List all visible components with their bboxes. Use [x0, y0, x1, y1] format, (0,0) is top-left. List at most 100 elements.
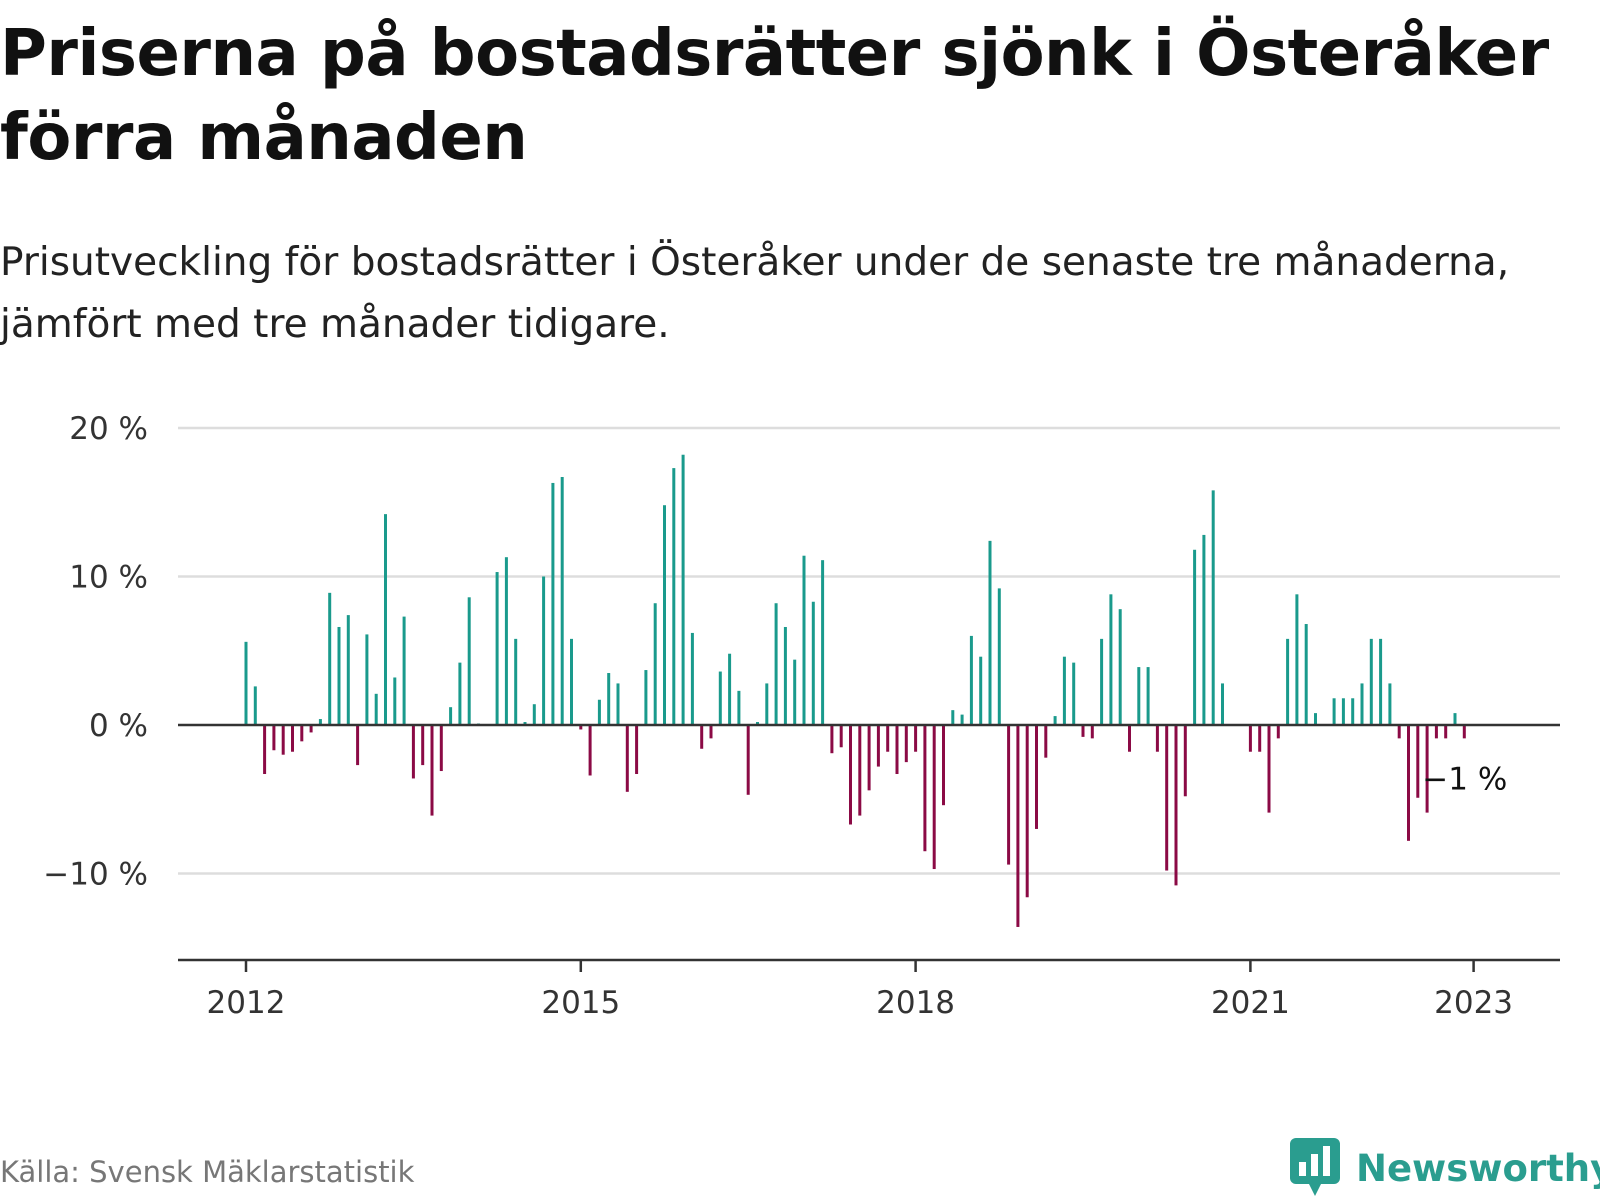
bar: [709, 725, 713, 739]
bars: [244, 454, 1466, 927]
brand-logo: Newsworthy: [1290, 1138, 1600, 1198]
brand-name: Newsworthy: [1356, 1146, 1600, 1190]
x-axis-labels: 2012 2015 2018 2021 2023: [207, 960, 1513, 1021]
bar: [765, 683, 769, 725]
bar: [1109, 594, 1113, 725]
bar: [1090, 725, 1094, 739]
bar: [300, 725, 304, 742]
bar: [988, 540, 992, 725]
bar: [1416, 725, 1420, 798]
bar: [914, 725, 918, 752]
bar: [1025, 725, 1029, 898]
bar: [811, 601, 815, 725]
bar: [746, 725, 750, 795]
bar: [895, 725, 899, 775]
bar: [1453, 713, 1457, 725]
chart-subtitle: Prisutveckling för bostadsrätter i Öster…: [0, 240, 1510, 347]
x-tick-label: 2012: [207, 985, 286, 1021]
bar: [849, 725, 852, 825]
bar: [672, 468, 676, 725]
bar: [504, 557, 508, 725]
bar: [1444, 725, 1448, 739]
bar: [756, 722, 759, 725]
bar: [783, 626, 787, 725]
bar: [356, 725, 360, 766]
bar: [1035, 725, 1038, 829]
axes: [178, 723, 1560, 962]
bar: [467, 597, 471, 725]
bar: [263, 725, 267, 775]
y-tick-label: 0 %: [89, 708, 148, 744]
bar: [449, 707, 453, 725]
bar: [281, 725, 285, 755]
bar: [588, 725, 592, 776]
bar: [1128, 725, 1131, 752]
bar: [309, 725, 313, 733]
bar: [663, 505, 666, 725]
bar: [1183, 725, 1187, 797]
bar: [421, 725, 425, 766]
y-tick-label: 20 %: [69, 411, 148, 447]
bar: [523, 722, 527, 725]
bar: [253, 686, 257, 725]
bar: [700, 725, 704, 749]
bar: [932, 725, 936, 870]
y-axis-labels: 20 % 10 % 0 % −10 %: [43, 411, 148, 893]
bar: [737, 690, 741, 725]
bar: [1360, 683, 1364, 725]
bar: [1397, 725, 1401, 739]
bar: [1100, 638, 1104, 725]
bar: [365, 634, 369, 725]
bar: [1407, 725, 1410, 841]
last-value-label: −1 %: [1422, 761, 1507, 797]
bar: [644, 670, 648, 725]
bar: [374, 693, 378, 725]
bar: [997, 588, 1001, 725]
bar: [1193, 549, 1197, 725]
bar: [681, 454, 685, 725]
bar: [1062, 656, 1066, 725]
bar: [1369, 638, 1373, 725]
bar: [1072, 662, 1076, 725]
bar: [346, 615, 350, 725]
bar: [635, 725, 639, 775]
bar: [579, 725, 583, 730]
bar: [570, 638, 573, 725]
bar: [439, 725, 443, 772]
bar: [821, 560, 825, 725]
bar: [774, 603, 778, 725]
bar: [393, 677, 397, 725]
bar: [1165, 725, 1169, 871]
bar-chart: 20 % 10 % 0 % −10 % 2012 2015 2018 2021 2023 −1…: [43, 411, 1560, 1021]
bar: [969, 635, 973, 725]
bar: [802, 555, 806, 725]
bar: [1053, 716, 1057, 725]
bar: [1267, 725, 1271, 813]
bar: [1007, 725, 1011, 865]
bar: [858, 725, 862, 816]
x-tick-label: 2023: [1434, 985, 1513, 1021]
x-tick-label: 2021: [1211, 985, 1290, 1021]
bar: [1388, 683, 1392, 725]
bar: [1276, 725, 1280, 739]
bar: [830, 725, 834, 754]
bar: [337, 626, 341, 725]
source-note: Källa: Svensk Mäklarstatistik: [0, 1155, 415, 1189]
bar: [1146, 667, 1150, 725]
bar: [1314, 713, 1317, 725]
bar: [1137, 667, 1141, 725]
bar: [1155, 725, 1159, 752]
bar: [551, 482, 555, 725]
bar-chart-speech-bubble-icon: [1290, 1138, 1340, 1196]
x-tick-label: 2018: [876, 985, 955, 1021]
bar: [1081, 725, 1085, 737]
bar: [384, 514, 387, 725]
y-tick-label: −10 %: [43, 857, 148, 893]
bar: [867, 725, 871, 791]
bar: [458, 662, 462, 725]
bar: [291, 725, 294, 752]
bar: [1174, 725, 1178, 886]
bar: [1016, 725, 1020, 927]
annotations: −1 %: [1422, 761, 1507, 797]
bar: [960, 714, 964, 725]
